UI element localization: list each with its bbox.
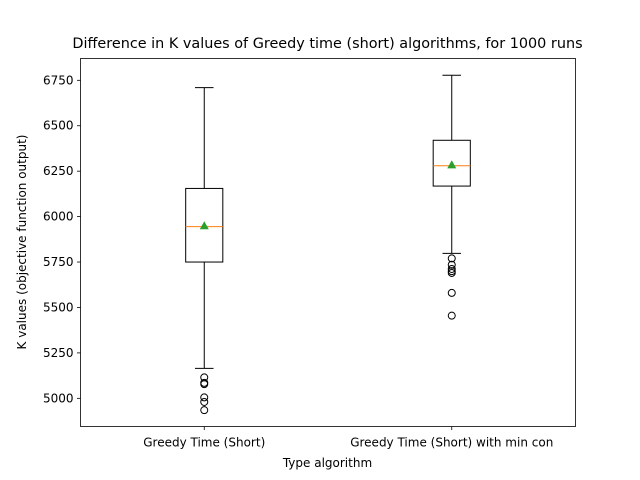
mean-marker [199, 221, 209, 230]
y-tick-label: 5750 [43, 255, 74, 269]
plot-area [185, 74, 471, 415]
y-axis: 5000 5250 5500 5750 6000 6250 6500 6750 [43, 73, 81, 405]
y-tick-label: 6750 [43, 73, 74, 87]
box-group [432, 74, 471, 320]
outlier-point [447, 260, 456, 269]
box-group [185, 87, 224, 415]
outlier-point [447, 268, 456, 277]
y-tick-label: 5250 [43, 346, 74, 360]
y-axis-label: K values (objective function output) [15, 135, 29, 350]
mean-marker [447, 160, 457, 169]
y-tick-label: 6000 [43, 210, 74, 224]
chart-title: Difference in K values of Greedy time (s… [72, 36, 582, 52]
y-tick-label: 6500 [43, 119, 74, 133]
y-tick-label: 6250 [43, 164, 74, 178]
outlier-point [200, 380, 209, 389]
box-iqr [185, 187, 224, 263]
outlier-point [200, 397, 209, 406]
outlier-point [447, 288, 456, 297]
y-tick-label: 5000 [43, 391, 74, 405]
y-tick-label: 5500 [43, 300, 74, 314]
outlier-point [200, 406, 209, 415]
x-axis-label: Type algorithm [282, 456, 372, 470]
outlier-point [447, 264, 456, 273]
outlier-point [200, 393, 209, 402]
outlier-point [447, 311, 456, 320]
box-iqr [432, 139, 471, 187]
x-tick-label: Greedy Time (Short) [143, 436, 265, 450]
x-tick-label: Greedy Time (Short) with min con [350, 436, 553, 450]
x-axis: Greedy Time (Short) Greedy Time (Short) w… [143, 426, 553, 450]
outlier-point [447, 254, 456, 263]
plot-frame [80, 58, 576, 427]
